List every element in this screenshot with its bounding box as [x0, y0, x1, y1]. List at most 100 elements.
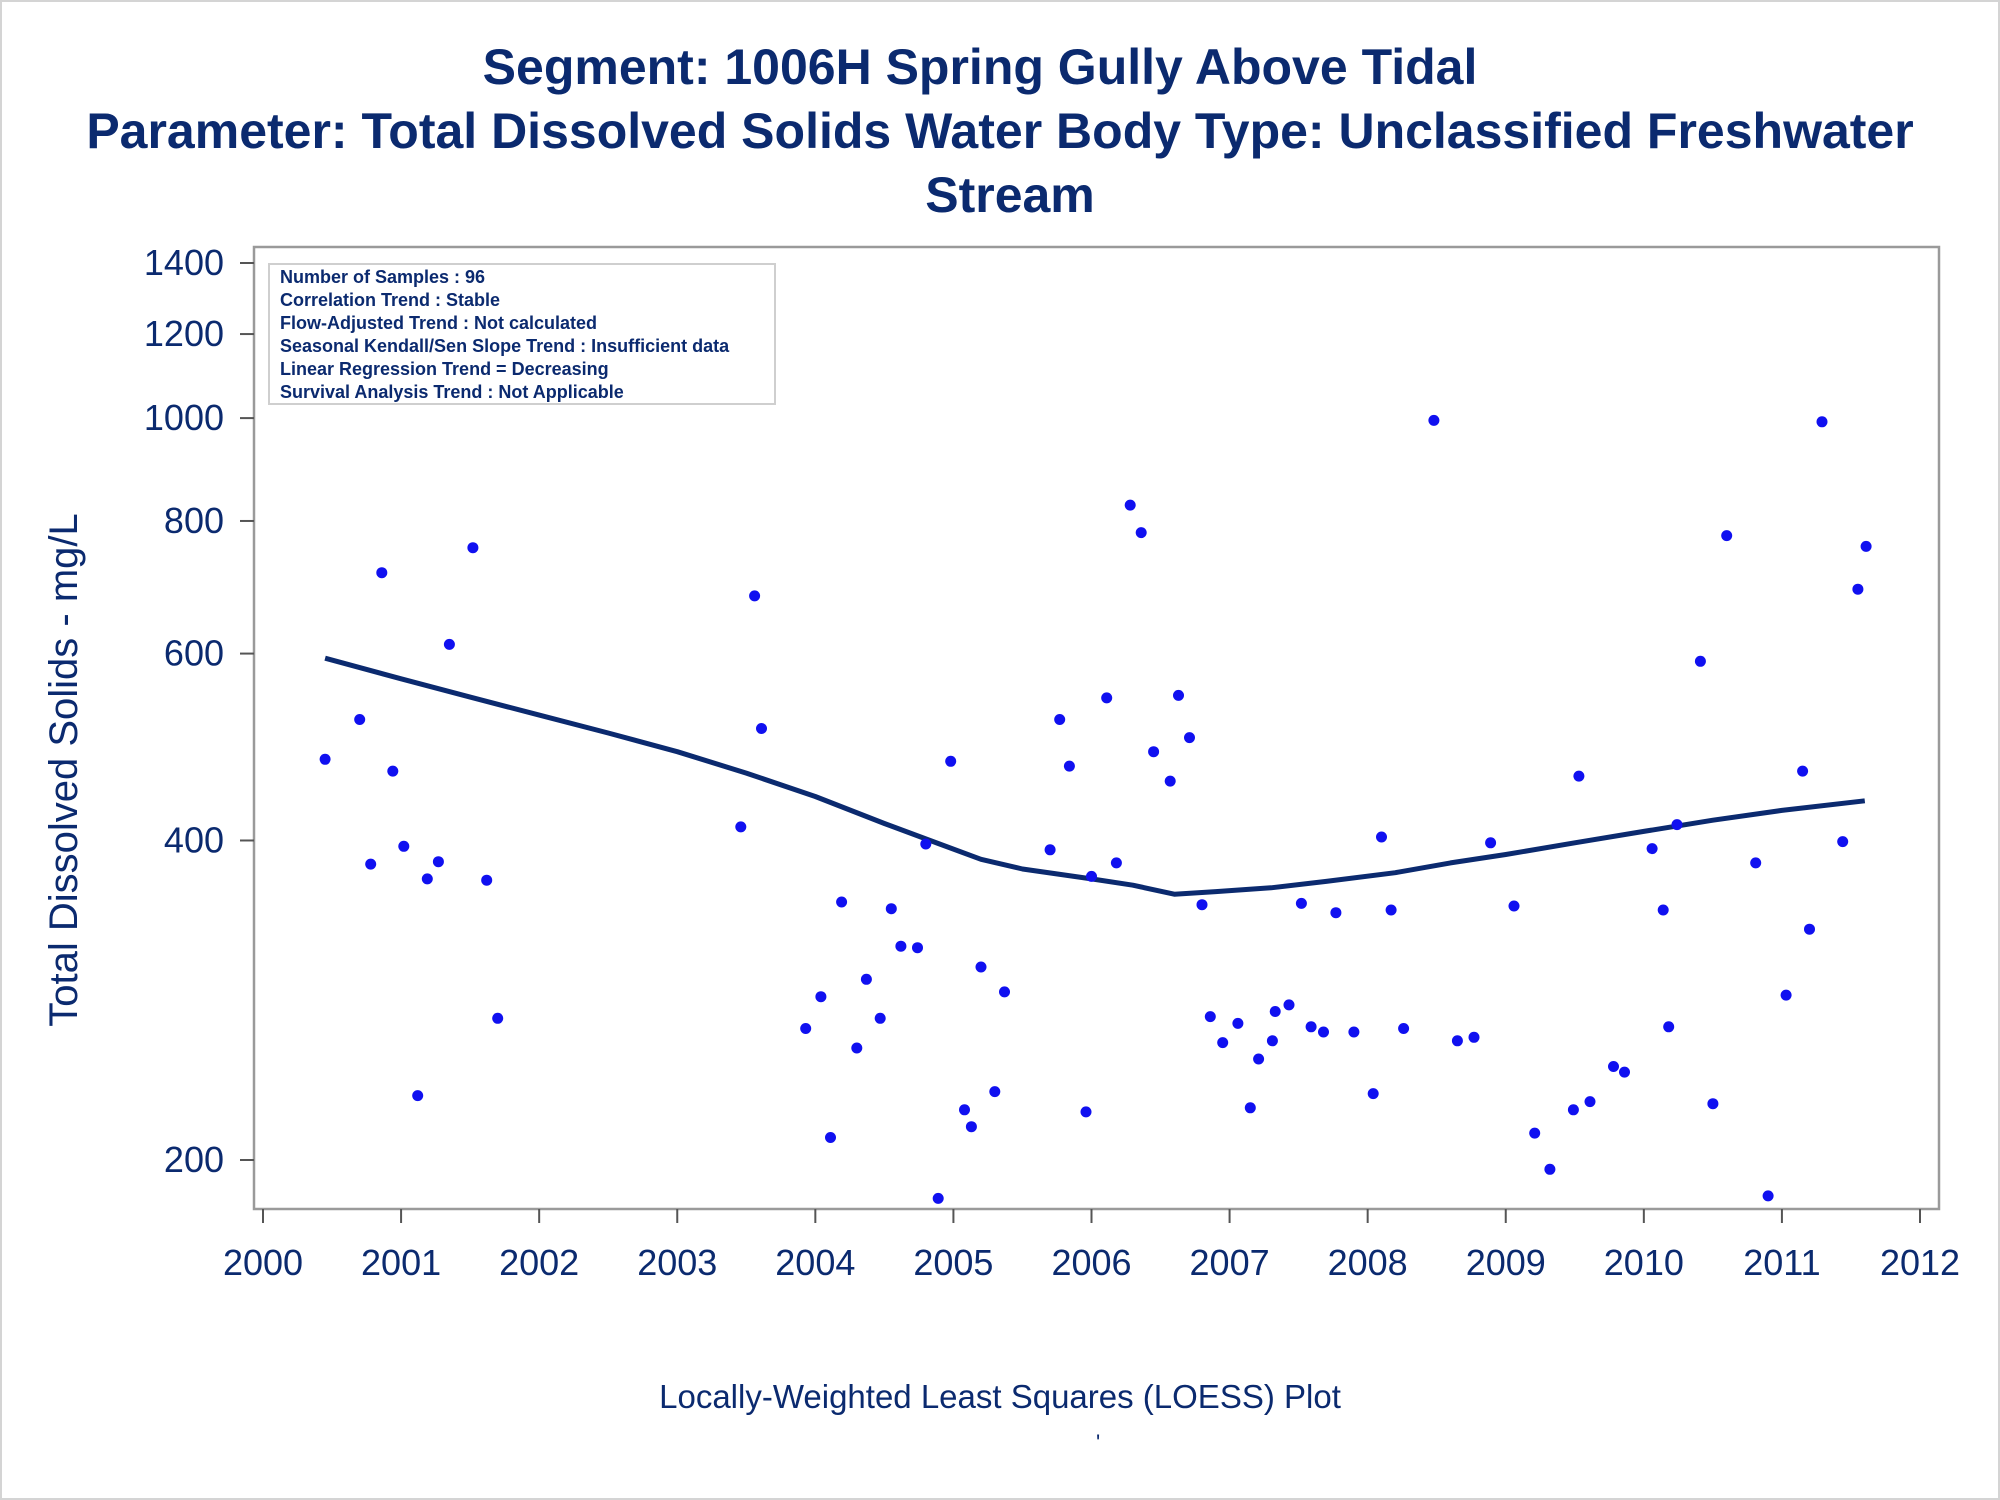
x-tick-label: 2005: [913, 1242, 993, 1283]
data-point: [492, 1012, 504, 1024]
data-point: [1269, 1006, 1281, 1017]
data-point: [1707, 1098, 1719, 1110]
data-point: [1164, 775, 1176, 787]
stats-inset-line: Survival Analysis Trend : Not Applicable: [280, 382, 624, 402]
data-point: [1797, 765, 1809, 777]
data-point: [1837, 836, 1849, 848]
data-point: [1657, 904, 1669, 916]
data-point: [1663, 1021, 1675, 1033]
y-tick-label: 400: [164, 819, 224, 860]
data-point: [387, 765, 399, 777]
data-point: [1305, 1021, 1317, 1033]
data-point: [999, 986, 1010, 998]
data-point: [1086, 870, 1097, 882]
data-point: [1398, 1023, 1410, 1034]
data-point: [851, 1042, 863, 1054]
chart-subtitle-line2: Stream: [925, 167, 1095, 223]
data-point: [1428, 414, 1440, 426]
loess-line: [324, 655, 1866, 897]
data-point: [756, 723, 767, 734]
data-point: [1054, 714, 1066, 725]
data-point: [735, 821, 747, 833]
data-point: [1385, 904, 1397, 916]
data-point: [443, 638, 455, 650]
data-point: [885, 903, 897, 915]
footnote-mark: ': [1096, 1430, 1101, 1455]
data-point: [376, 567, 388, 579]
data-point: [1135, 527, 1147, 539]
data-point: [1573, 770, 1585, 782]
stats-inset-line: Flow-Adjusted Trend : Not calculated: [280, 313, 597, 333]
data-point: [1608, 1061, 1619, 1072]
stats-inset-line: Seasonal Kendall/Sen Slope Trend : Insuf…: [280, 336, 730, 356]
y-tick-label: 1400: [144, 242, 224, 283]
x-tick-label: 2000: [223, 1242, 303, 1283]
data-point: [1860, 540, 1872, 552]
data-point: [932, 1192, 944, 1204]
data-point: [1816, 416, 1828, 428]
data-point: [749, 590, 761, 602]
y-tick-label: 1200: [144, 313, 224, 354]
scatter-points: [319, 274, 1872, 1204]
data-point: [1063, 760, 1075, 772]
data-point: [989, 1086, 1001, 1098]
data-point: [965, 1121, 977, 1133]
data-point: [1266, 1035, 1278, 1047]
data-point: [1244, 1102, 1256, 1114]
x-tick-label: 2008: [1328, 1242, 1408, 1283]
stats-inset: Number of Samples : 96 Correlation Trend …: [268, 263, 776, 405]
data-point: [1101, 692, 1113, 704]
stats-inset-line: Linear Regression Trend = Decreasing: [280, 359, 609, 379]
data-point: [895, 940, 907, 952]
chart-footnote: Locally-Weighted Least Squares (LOESS) P…: [659, 1378, 1341, 1415]
data-point: [1044, 844, 1056, 856]
data-point: [800, 1023, 812, 1034]
data-point: [398, 840, 410, 852]
data-point: [1780, 989, 1792, 1001]
data-point: [1485, 837, 1497, 849]
x-tick-label: 2006: [1051, 1242, 1131, 1283]
data-point: [481, 874, 493, 886]
data-point: [1295, 897, 1307, 909]
y-tick-label: 200: [164, 1139, 224, 1180]
data-point: [1173, 689, 1184, 701]
data-point: [945, 755, 957, 767]
data-point: [432, 856, 444, 868]
data-point: [1804, 923, 1815, 935]
data-point: [1619, 1066, 1630, 1078]
data-point: [1750, 857, 1762, 869]
data-point: [860, 973, 872, 985]
x-tick-label: 2010: [1604, 1242, 1684, 1283]
data-point: [1232, 1017, 1244, 1029]
data-point: [319, 753, 331, 765]
data-point: [1468, 1031, 1480, 1043]
stats-inset-box: [268, 263, 776, 405]
data-point: [412, 1090, 424, 1102]
data-point: [1694, 655, 1706, 667]
stats-inset-line: Number of Samples : 96: [280, 267, 485, 287]
data-point: [825, 1132, 836, 1143]
data-point: [1671, 819, 1683, 831]
data-point: [1721, 530, 1733, 542]
y-tick-label: 600: [164, 633, 224, 674]
data-point: [467, 542, 479, 554]
chart-subtitle-line1: Parameter: Total Dissolved Solids Water …: [86, 103, 1914, 159]
data-point: [1196, 899, 1208, 911]
y-axis-label: Total Dissolved Solids - mg/L: [42, 513, 86, 1027]
stats-inset-line: Correlation Trend : Stable: [280, 290, 500, 310]
data-point: [1283, 999, 1295, 1011]
data-point: [1318, 1026, 1329, 1038]
data-point: [874, 1012, 886, 1024]
data-point: [1852, 583, 1864, 595]
chart-title: Segment: 1006H Spring Gully Above Tidal: [482, 39, 1478, 95]
data-point: [1584, 1096, 1596, 1108]
x-tick-label: 2011: [1743, 1242, 1820, 1283]
x-tick-label: 2009: [1466, 1242, 1546, 1283]
data-point: [421, 873, 433, 885]
data-point: [1348, 1026, 1360, 1038]
data-point: [1217, 1037, 1229, 1049]
data-point: [975, 961, 987, 973]
data-point: [1508, 900, 1520, 912]
data-point: [1124, 499, 1136, 511]
